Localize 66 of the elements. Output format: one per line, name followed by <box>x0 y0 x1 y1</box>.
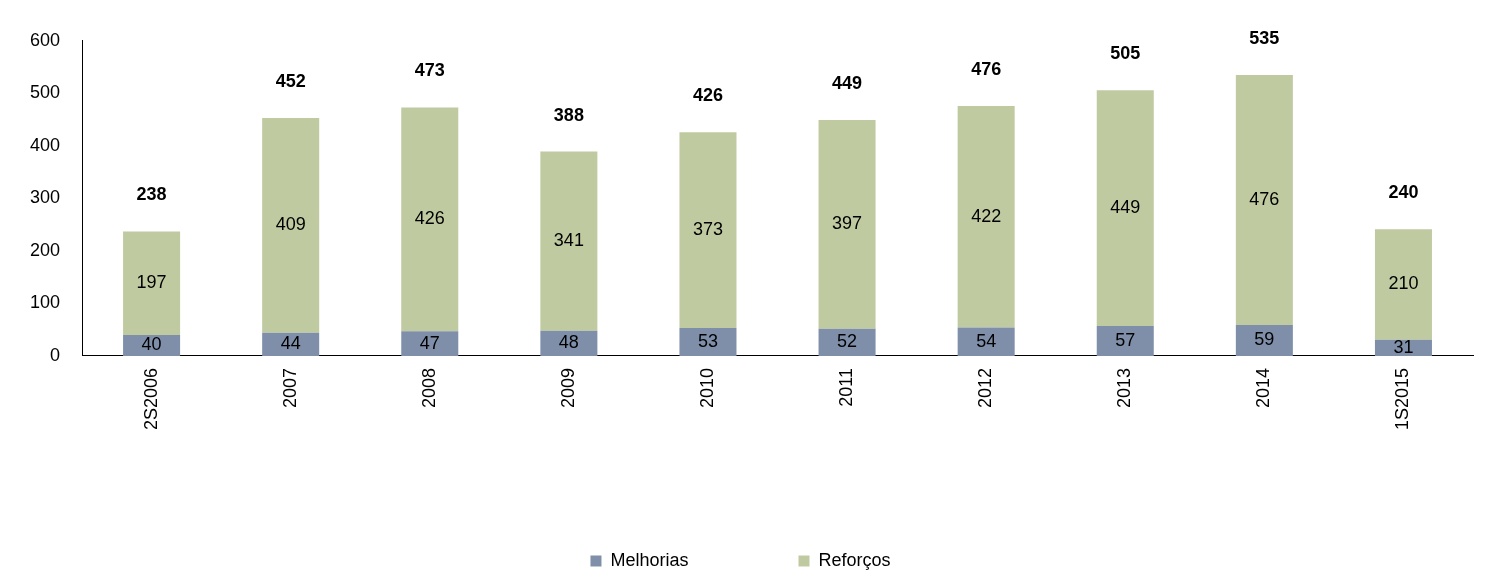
bar <box>679 132 737 329</box>
data-label: 54 <box>976 330 997 351</box>
total-label: 452 <box>275 70 306 91</box>
total-label: 505 <box>1110 43 1141 64</box>
y-tick-label: 400 <box>29 134 61 155</box>
bar <box>818 328 876 356</box>
bar <box>262 118 320 333</box>
y-tick-label: 0 <box>50 344 61 365</box>
bar <box>1235 324 1293 356</box>
x-tick-label: 2008 <box>418 367 439 408</box>
data-label: 57 <box>1115 329 1136 350</box>
data-label: 53 <box>697 330 718 351</box>
bar <box>957 327 1015 356</box>
bar <box>262 332 320 356</box>
bar <box>401 107 459 332</box>
data-label: 397 <box>832 213 863 234</box>
total-label: 426 <box>692 85 723 106</box>
data-label: 210 <box>1388 273 1419 294</box>
bar <box>1235 74 1293 325</box>
x-tick-label: 2012 <box>975 367 996 408</box>
data-label: 426 <box>414 208 445 229</box>
x-tick-label: 2011 <box>836 367 857 407</box>
bar <box>123 231 181 335</box>
data-label: 409 <box>275 214 306 235</box>
bar <box>818 120 876 329</box>
data-label: 449 <box>1110 197 1141 218</box>
y-tick-label: 500 <box>29 82 61 103</box>
bar <box>1096 90 1154 326</box>
total-label: 535 <box>1249 27 1280 48</box>
bar <box>1096 326 1154 356</box>
data-label: 47 <box>419 332 440 353</box>
x-tick-label: 2014 <box>1253 367 1274 408</box>
x-tick-label: 1S2015 <box>1392 367 1413 430</box>
bar <box>957 105 1015 328</box>
data-label: 373 <box>692 219 723 240</box>
data-label: 48 <box>558 332 579 353</box>
x-tick-label: 2S2006 <box>140 367 161 430</box>
data-label: 476 <box>1249 188 1280 209</box>
total-label: 473 <box>414 60 445 81</box>
data-label: 40 <box>141 334 162 355</box>
legend-label: Reforços <box>818 549 891 570</box>
y-tick-label: 600 <box>29 29 61 50</box>
data-label: 59 <box>1254 329 1275 350</box>
total-label: 449 <box>832 73 863 94</box>
x-tick-label: 2009 <box>557 367 578 408</box>
bar <box>401 331 459 356</box>
total-label: 240 <box>1388 182 1419 203</box>
legend-label: Melhorias <box>610 549 689 570</box>
total-label: 238 <box>136 184 167 205</box>
data-label: 341 <box>553 230 584 251</box>
data-label: 44 <box>280 333 301 354</box>
data-label: 422 <box>971 205 1002 226</box>
total-label: 476 <box>971 58 1002 79</box>
bar <box>1374 229 1432 340</box>
total-label: 388 <box>553 104 584 125</box>
bar <box>679 328 737 356</box>
data-label: 31 <box>1393 336 1414 357</box>
x-tick-label: 2010 <box>696 367 717 408</box>
y-tick-label: 300 <box>29 187 61 208</box>
data-label: 197 <box>136 272 167 293</box>
y-tick-label: 100 <box>29 292 61 313</box>
x-tick-label: 2007 <box>279 367 300 408</box>
x-tick-label: 2013 <box>1114 367 1135 408</box>
y-tick-label: 200 <box>29 239 61 260</box>
bar <box>540 151 598 331</box>
data-label: 52 <box>837 331 858 352</box>
